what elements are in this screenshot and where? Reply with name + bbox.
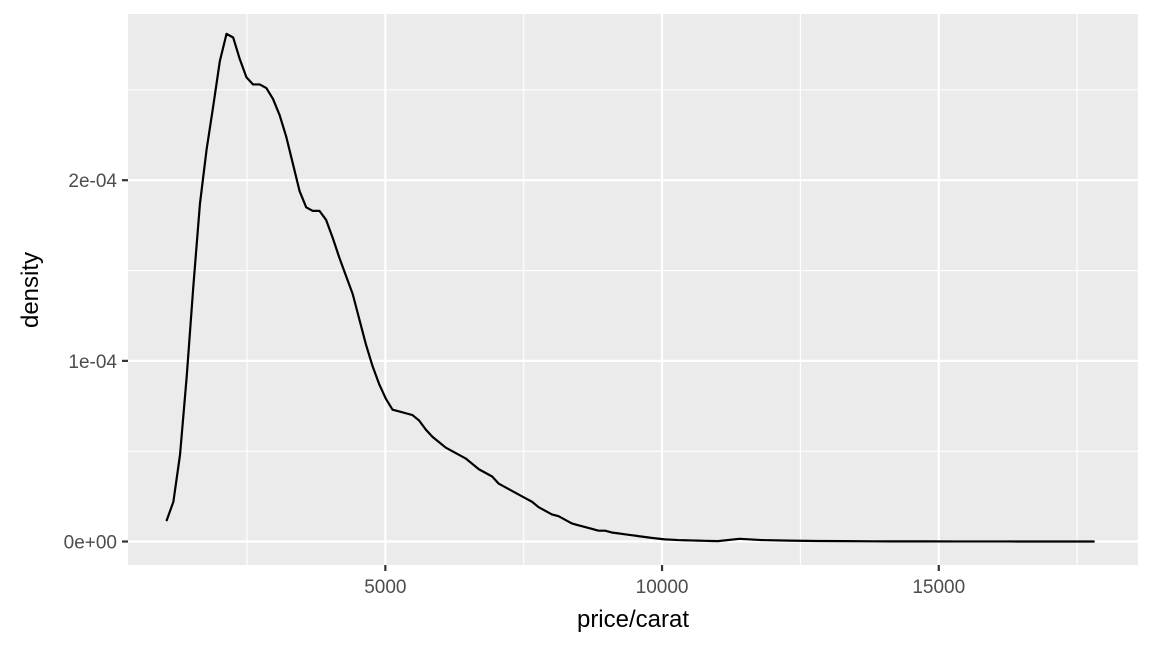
x-tick-label: 5000 — [364, 577, 406, 598]
x-tick-label: 15000 — [912, 577, 965, 598]
plot-panel — [128, 14, 1138, 565]
minor-gridlines — [128, 14, 1138, 565]
y-tick-label: 2e-04 — [68, 171, 117, 192]
y-axis-title: density — [17, 252, 44, 328]
y-axis: 0e+00 1e-04 2e-04 — [64, 171, 128, 554]
density-curve — [165, 32, 1095, 543]
y-tick-label: 0e+00 — [64, 533, 117, 554]
x-tick-label: 10000 — [636, 577, 689, 598]
x-axis-title: price/carat — [577, 606, 689, 633]
x-axis: 5000 10000 15000 — [364, 565, 965, 598]
y-tick-label: 1e-04 — [68, 352, 117, 373]
